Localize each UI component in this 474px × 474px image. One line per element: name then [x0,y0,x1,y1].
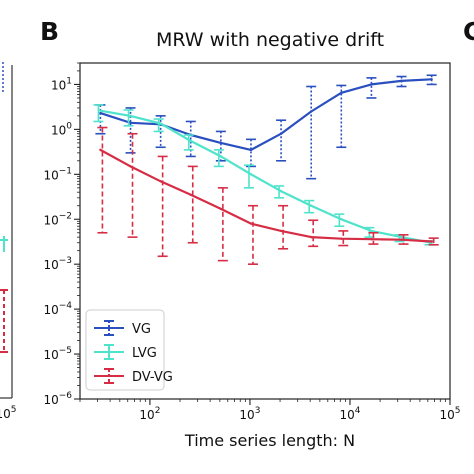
data-point [309,110,313,113]
data-point [129,165,132,168]
x-tick-label-base: 10 [139,408,154,422]
y-tick-label-base: 10 [51,78,66,92]
data-point [400,79,403,83]
y-tick-label-base: 10 [43,258,58,272]
series-layer [93,74,439,265]
y-tick-label-base: 10 [43,168,58,182]
series-line-lvg [100,109,432,244]
y-tick-label: 10−5 [43,346,72,362]
x-tick-label: 103 [239,406,260,422]
y-tick-label: 100 [51,121,72,137]
series-dv-vg [97,126,439,265]
data-point [249,173,253,176]
x-tick-label-exp: 5 [455,406,461,416]
x-axis-label: Time series length: N [184,431,355,450]
x-tick-label-base: 10 [439,408,454,422]
y-tick-label: 10−1 [43,166,72,182]
data-point [99,111,102,115]
x-tick-label-exp: 4 [355,406,361,416]
data-point [279,190,283,193]
data-point [159,180,162,183]
data-point [370,237,373,241]
series-line-vg [100,78,432,151]
legend: VG LVG DV-VG [85,309,173,391]
y-tick-label-exp: 1 [66,76,72,86]
data-point [430,78,433,81]
data-point [249,222,253,225]
data-point [159,122,162,125]
data-point [430,240,433,243]
data-point [400,235,403,239]
x-tick-label-exp: 3 [255,406,261,416]
x-tick-label: 104 [339,406,360,422]
data-point [99,109,102,112]
data-point [400,238,403,241]
x-tick-label-exp: 2 [155,406,161,416]
y-tick-label: 10−3 [43,256,72,272]
y-tick-label-exp: −4 [59,301,73,311]
y-tick-label: 101 [51,76,72,92]
series-vg [95,74,437,180]
series-line-dv-vg [99,148,432,243]
data-point [249,148,253,152]
y-tick-label-exp: −3 [59,256,72,266]
panel-letter-b: B [40,17,59,46]
data-point [279,132,283,135]
legend-label-dv-vg: DV-VG [132,370,173,385]
y-tick-label-exp: −1 [59,166,72,176]
y-tick-label-base: 10 [43,393,58,407]
legend-label-vg: VG [132,322,151,337]
y-tick-label-exp: −2 [59,211,72,221]
legend-entry-vg: VG [94,320,151,337]
data-point [219,207,223,211]
chart-title: MRW with negative drift [156,29,384,51]
data-point [129,121,132,125]
y-tick-label: 10−4 [43,301,72,317]
data-point [189,193,192,197]
data-point [340,218,343,221]
data-point [189,139,192,143]
plot-frame [79,62,451,400]
left-neighbor-panel: 105 [0,62,17,421]
legend-label-lvg: LVG [132,346,157,361]
x-tick-label-base: 10 [339,408,354,422]
y-tick-label-base: 10 [51,123,66,137]
series-lvg [93,104,435,246]
y-tick-label-exp: 0 [66,121,72,131]
panel-letter-c: C [463,17,474,46]
x-tick-label: 102 [139,406,160,422]
main-plot: 102 103 104 105 10110010−110−210−310−410−51… [43,62,461,422]
data-point [340,237,343,240]
y-tick-label-exp: −6 [59,391,73,401]
data-point [309,235,313,239]
data-point [219,141,223,145]
y-tick-label-base: 10 [43,348,58,362]
data-point [340,91,343,95]
y-tick-label: 10−2 [43,211,72,227]
data-point [370,229,373,233]
legend-entry-dv-vg: DV-VG [94,368,173,385]
data-point [99,148,102,152]
left-panel-x-tick-label: 105 [0,405,17,421]
y-tick-label-base: 10 [43,303,58,317]
y-tick-label: 10−6 [43,391,72,407]
x-tick-label: 105 [439,406,460,422]
x-axis: 102 103 104 105 [79,399,461,422]
data-point [219,155,223,158]
x-tick-label-base: 10 [239,408,254,422]
y-tick-label-exp: −5 [59,346,72,356]
data-point [129,114,132,118]
data-point [279,229,283,233]
data-point [309,204,313,207]
y-tick-label-base: 10 [43,213,58,227]
data-point [370,83,373,86]
legend-entry-lvg: LVG [94,344,157,361]
